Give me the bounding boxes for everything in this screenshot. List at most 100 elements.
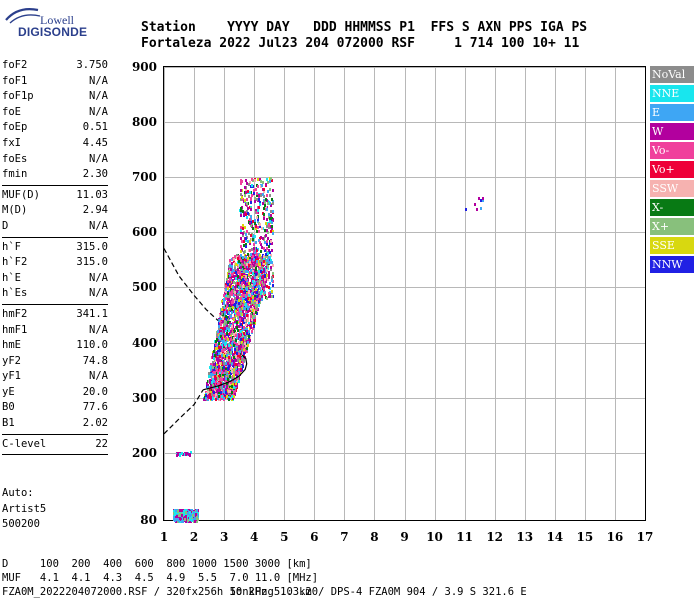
echo-point	[270, 177, 272, 180]
echo-point	[176, 513, 178, 516]
echo-point	[234, 330, 236, 333]
echo-point	[240, 180, 242, 183]
echo-point	[208, 372, 210, 375]
echo-point	[252, 280, 254, 283]
echo-point	[238, 341, 240, 344]
echo-point	[226, 395, 228, 398]
echo-point	[241, 282, 243, 285]
echo-point	[207, 391, 209, 394]
echo-point	[268, 286, 270, 289]
echo-point	[253, 247, 255, 250]
echo-point	[262, 193, 264, 196]
echo-point	[226, 382, 228, 385]
echo-point	[218, 365, 220, 368]
echo-point	[232, 299, 234, 302]
echo-point	[267, 202, 269, 205]
echo-point	[259, 223, 261, 226]
echo-point	[258, 194, 260, 197]
echo-point	[224, 292, 226, 295]
echo-point	[246, 330, 248, 333]
echo-point	[237, 316, 239, 319]
echo-point	[251, 292, 253, 295]
echo-point	[258, 273, 260, 276]
echo-point	[213, 394, 215, 397]
echo-point	[223, 389, 225, 392]
echo-point	[243, 321, 245, 324]
echo-point	[239, 276, 241, 279]
echo-point	[254, 276, 256, 279]
echo-point	[482, 197, 484, 200]
echo-point	[191, 509, 193, 512]
echo-point	[247, 212, 249, 215]
param-label: foF2	[2, 59, 28, 71]
echo-point	[226, 305, 228, 308]
echo-point	[241, 348, 243, 351]
echo-point	[190, 451, 192, 454]
param-row: yE 20.0	[2, 385, 108, 401]
echo-point	[213, 363, 215, 366]
echo-point	[259, 295, 261, 298]
echo-point	[217, 371, 219, 374]
footer-filename: FZA0M_2022204072000.RSF / 320fx256h 50 k…	[2, 586, 527, 598]
echo-point	[263, 255, 265, 258]
echo-point	[243, 244, 245, 247]
echo-point	[240, 308, 242, 311]
param-row: M(D) 2.94	[2, 203, 108, 219]
echo-point	[261, 246, 263, 249]
echo-point	[241, 196, 243, 199]
echo-point	[230, 334, 232, 337]
echo-point	[239, 355, 241, 358]
echo-point	[245, 189, 247, 192]
echo-point	[176, 518, 178, 521]
echo-point	[235, 363, 237, 366]
echo-point	[254, 291, 256, 294]
echo-point	[259, 260, 261, 263]
echo-point	[236, 349, 238, 352]
echo-point	[185, 511, 187, 514]
echo-point	[252, 270, 254, 273]
echo-point	[262, 202, 264, 205]
echo-point	[480, 199, 482, 202]
echo-point	[258, 304, 260, 307]
echo-point	[174, 513, 176, 516]
echo-point	[253, 312, 255, 315]
echo-point	[245, 179, 247, 182]
echo-point	[266, 218, 268, 221]
param-row: D N/A	[2, 219, 108, 235]
echo-point	[234, 265, 236, 268]
echo-point	[214, 389, 216, 392]
echo-point	[248, 273, 250, 276]
echo-point	[235, 275, 237, 278]
echo-point	[255, 288, 257, 291]
echo-point	[189, 514, 191, 517]
echo-point	[230, 351, 232, 354]
echo-point	[245, 295, 247, 298]
echo-point	[252, 307, 254, 310]
echo-point	[223, 397, 225, 400]
echo-point	[227, 287, 229, 290]
echo-point	[240, 214, 242, 217]
echo-point	[268, 226, 270, 229]
echo-point	[243, 251, 245, 254]
echo-point	[189, 517, 191, 520]
echo-point	[231, 342, 233, 345]
echo-point	[246, 347, 248, 350]
echo-point	[257, 220, 259, 223]
x-tick-label: 11	[456, 530, 473, 544]
echo-point	[267, 231, 269, 234]
param-value: N/A	[89, 90, 108, 103]
param-separator	[2, 236, 108, 238]
echo-point	[238, 286, 240, 289]
echo-point	[238, 302, 240, 305]
echo-point	[249, 222, 251, 225]
echo-point	[268, 273, 270, 276]
echo-point	[191, 519, 193, 522]
param-separator	[2, 454, 108, 456]
param-label: h`F	[2, 240, 21, 253]
echo-point	[240, 345, 242, 348]
echo-point	[248, 291, 250, 294]
echo-point	[217, 360, 219, 363]
echo-point	[269, 220, 271, 223]
echo-point	[250, 290, 252, 293]
echo-point	[240, 259, 242, 262]
